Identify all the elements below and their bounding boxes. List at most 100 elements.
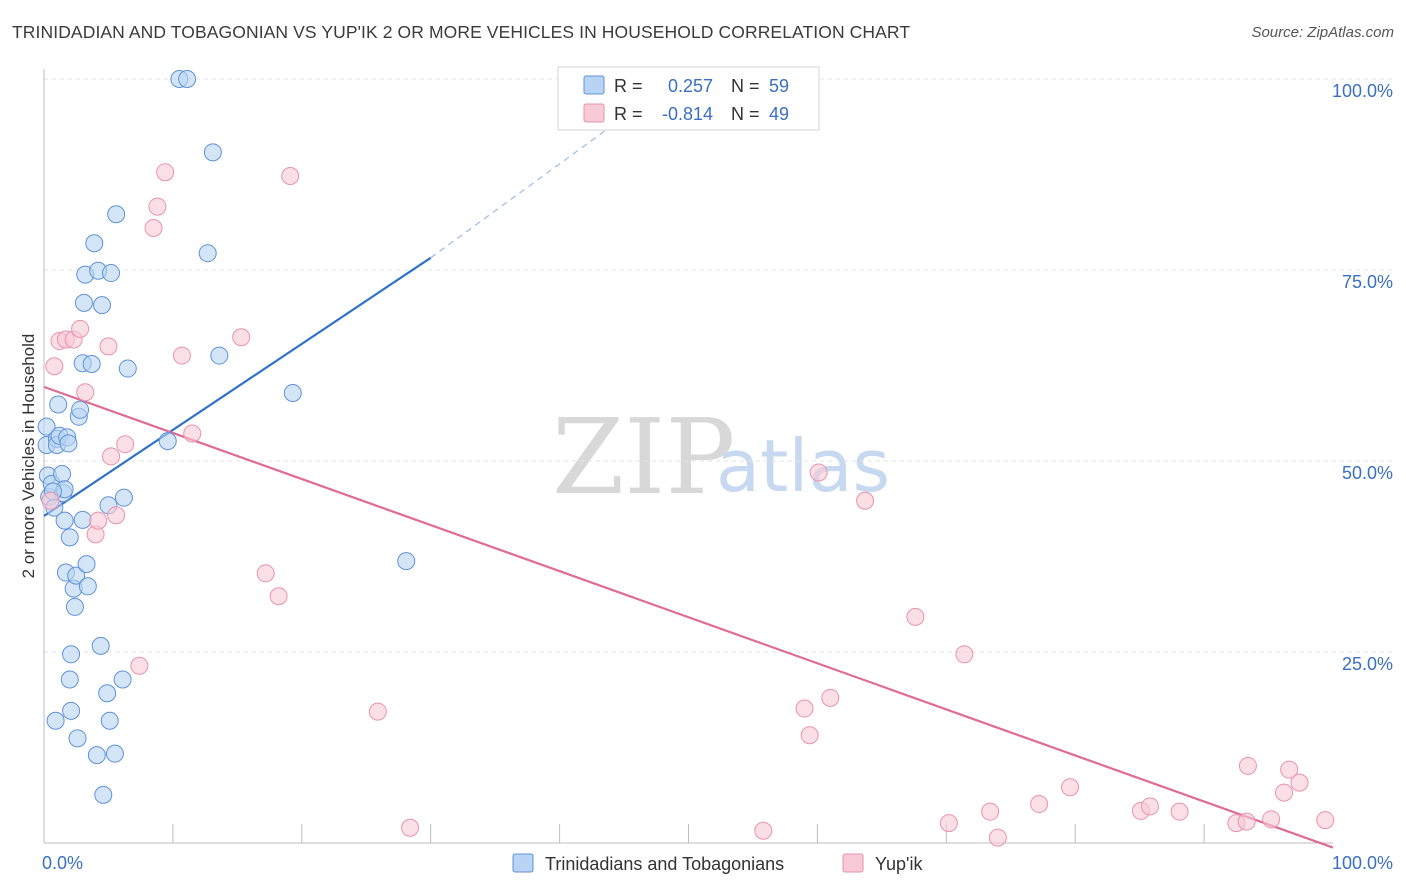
points-yupik: [41, 163, 1335, 847]
point-trinidadians-43: [100, 711, 119, 730]
chart-source: Source: ZipAtlas.com: [1251, 24, 1394, 41]
point-yupik-45: [1275, 783, 1294, 802]
point-yupik-29: [821, 688, 840, 707]
y-tick-label-3: 100.0%: [1332, 81, 1393, 101]
point-trinidadians-57: [397, 552, 416, 571]
point-trinidadians-38: [91, 636, 110, 655]
legend-swatch-yupik: [842, 853, 864, 873]
stats-n-label-pink: N =: [731, 104, 760, 124]
point-yupik-17: [172, 346, 191, 365]
stats-n-value-blue: 59: [769, 76, 789, 96]
point-trinidadians-17: [59, 434, 78, 453]
stats-swatch-blue: [583, 75, 605, 95]
point-yupik-32: [939, 814, 958, 833]
point-trinidadians-41: [98, 684, 117, 703]
point-yupik-22: [281, 167, 300, 186]
point-trinidadians-54: [203, 143, 222, 162]
point-trinidadians-34: [82, 354, 101, 373]
point-trinidadians-36: [87, 746, 106, 765]
point-yupik-13: [130, 656, 149, 675]
point-yupik-0: [41, 491, 60, 510]
point-yupik-12: [116, 435, 135, 454]
point-yupik-1: [45, 357, 64, 376]
point-trinidadians-11: [53, 464, 72, 483]
point-trinidadians-46: [107, 205, 126, 224]
point-yupik-16: [156, 163, 175, 182]
point-yupik-27: [800, 726, 819, 745]
point-trinidadians-53: [198, 244, 217, 263]
point-yupik-15: [148, 197, 167, 216]
point-trinidadians-45: [105, 744, 124, 763]
point-yupik-40: [1170, 802, 1189, 821]
point-yupik-10: [102, 447, 121, 466]
stats-r-label-pink: R =: [614, 104, 643, 124]
x-minor-ticks: [172, 824, 1205, 843]
x-tick-label-min: 0.0%: [42, 853, 83, 873]
legend: Trinidadians and Tobagonians Yup'ik: [512, 853, 923, 874]
point-yupik-37: [1061, 778, 1080, 797]
x-tick-label-max: 100.0%: [1332, 853, 1393, 873]
point-trinidadians-23: [65, 597, 84, 616]
point-yupik-34: [981, 802, 1000, 821]
point-trinidadians-55: [210, 346, 229, 365]
point-yupik-48: [1316, 811, 1335, 830]
point-trinidadians-48: [114, 488, 133, 507]
point-trinidadians-44: [102, 264, 121, 283]
points-trinidadians: [37, 70, 416, 804]
point-yupik-24: [401, 818, 420, 837]
point-yupik-5: [71, 319, 90, 338]
point-trinidadians-35: [85, 234, 104, 253]
point-yupik-11: [107, 506, 126, 525]
y-tick-labels: 25.0% 50.0% 75.0% 100.0%: [1332, 81, 1393, 674]
watermark-zip: ZIP: [552, 396, 735, 518]
point-yupik-35: [988, 828, 1007, 847]
point-trinidadians-19: [60, 528, 79, 547]
point-yupik-39: [1140, 797, 1159, 816]
point-yupik-31: [906, 607, 925, 626]
trend-line-trinidadians: [43, 256, 432, 517]
point-yupik-19: [232, 328, 251, 347]
point-yupik-36: [1030, 795, 1049, 814]
chart-title: TRINIDADIAN AND TOBAGONIAN VS YUP'IK 2 O…: [12, 22, 911, 42]
stats-n-label-blue: N =: [731, 76, 760, 96]
point-trinidadians-0: [37, 417, 56, 436]
legend-label-yupik: Yup'ik: [875, 854, 923, 874]
point-trinidadians-6: [46, 711, 65, 730]
point-trinidadians-56: [283, 384, 302, 403]
point-yupik-43: [1238, 756, 1257, 775]
point-yupik-18: [183, 424, 202, 443]
point-yupik-25: [754, 821, 773, 840]
stats-r-label-blue: R =: [614, 76, 643, 96]
y-tick-label-1: 50.0%: [1342, 463, 1393, 483]
point-yupik-46: [1280, 760, 1299, 779]
point-trinidadians-25: [68, 729, 87, 748]
y-axis-title: 2 or more Vehicles in Household: [19, 334, 38, 579]
point-yupik-47: [1290, 773, 1309, 792]
point-trinidadians-40: [94, 785, 113, 804]
point-trinidadians-47: [113, 670, 132, 689]
point-trinidadians-20: [62, 701, 81, 720]
point-trinidadians-18: [60, 670, 79, 689]
stats-r-value-blue: 0.257: [668, 76, 713, 96]
gridlines: [44, 78, 1393, 653]
legend-swatch-trinidadians: [512, 853, 534, 873]
stats-n-value-pink: 49: [769, 104, 789, 124]
point-yupik-20: [256, 564, 275, 583]
point-trinidadians-24: [67, 566, 86, 585]
point-trinidadians-9: [49, 395, 68, 414]
point-trinidadians-21: [62, 645, 81, 664]
point-yupik-21: [269, 587, 288, 606]
point-trinidadians-33: [78, 577, 97, 596]
point-trinidadians-30: [74, 293, 93, 312]
point-trinidadians-14: [55, 511, 74, 530]
stats-r-value-pink: -0.814: [662, 104, 713, 124]
point-trinidadians-27: [71, 400, 90, 419]
point-yupik-26: [795, 699, 814, 718]
point-trinidadians-32: [77, 555, 96, 574]
point-yupik-14: [144, 218, 163, 237]
point-yupik-33: [955, 645, 974, 664]
point-yupik-23: [368, 702, 387, 721]
point-yupik-9: [99, 337, 118, 356]
stats-swatch-pink: [583, 103, 605, 123]
